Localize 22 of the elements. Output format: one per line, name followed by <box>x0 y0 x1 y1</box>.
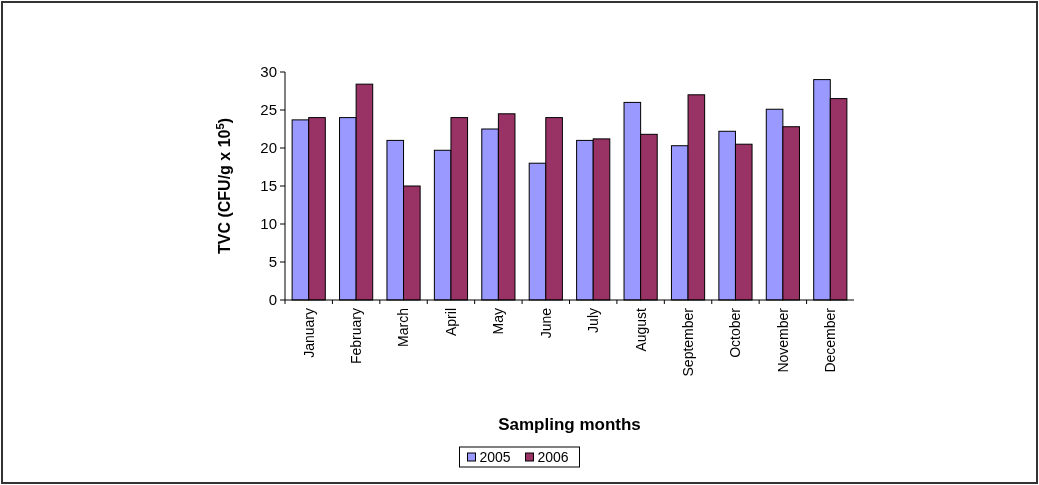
x-tick-label: May <box>490 308 507 335</box>
legend-label: 2005 <box>479 449 511 465</box>
y-tick-label: 10 <box>260 215 277 233</box>
x-tick-label: July <box>585 308 602 333</box>
y-tick-label: 5 <box>268 253 277 271</box>
x-tick-label: October <box>727 307 744 358</box>
y-tick-label: 25 <box>260 101 277 119</box>
y-tick-label: 30 <box>260 63 277 81</box>
x-tick-label: April <box>442 308 459 337</box>
y-tick-label: 15 <box>260 177 277 195</box>
legend-label: 2006 <box>537 449 569 465</box>
x-tick-label: February <box>348 308 365 365</box>
x-tick-label: December <box>822 307 839 373</box>
x-tick-label: June <box>537 307 554 339</box>
x-axis-title: Sampling months <box>498 415 641 434</box>
y-tick-label: 0 <box>268 291 277 309</box>
x-tick-label: March <box>395 308 412 347</box>
x-tick-label: January <box>300 308 317 358</box>
x-tick-label: September <box>679 307 696 377</box>
x-tick-label: August <box>632 307 649 352</box>
y-tick-label: 20 <box>260 139 277 157</box>
x-tick-label: November <box>774 307 791 373</box>
